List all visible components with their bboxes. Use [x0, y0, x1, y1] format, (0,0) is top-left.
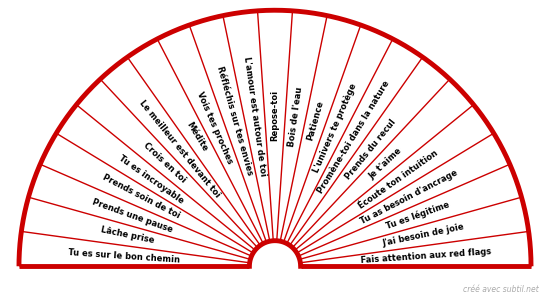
Text: Tu es sur le bon chemin: Tu es sur le bon chemin	[68, 248, 180, 264]
Text: Tu es légitime: Tu es légitime	[384, 200, 450, 231]
Text: créé avec subtil.net: créé avec subtil.net	[463, 285, 538, 294]
Text: L'univers te protège: L'univers te protège	[312, 82, 359, 174]
Text: Repose-toi: Repose-toi	[271, 90, 279, 141]
Text: Vois tes proches: Vois tes proches	[195, 90, 234, 165]
Text: Écoute ton intuition: Écoute ton intuition	[357, 148, 440, 210]
Text: Tu es incroyable: Tu es incroyable	[118, 153, 186, 205]
Text: Bois de l'eau: Bois de l'eau	[287, 86, 304, 147]
Text: Promène-toi dans la nature: Promène-toi dans la nature	[316, 79, 391, 195]
Text: Lâche prise: Lâche prise	[100, 226, 155, 246]
Text: Réfléchis sur tes envies: Réfléchis sur tes envies	[214, 65, 254, 176]
Text: Tu as besoin d'ancrage: Tu as besoin d'ancrage	[359, 168, 459, 226]
Text: L'amour est autour de toi: L'amour est autour de toi	[242, 56, 267, 177]
Text: Fais attention aux red flags: Fais attention aux red flags	[360, 247, 491, 265]
Text: Prends du recul: Prends du recul	[343, 117, 398, 181]
Text: Prends une pause: Prends une pause	[91, 197, 174, 234]
Text: Prends soin de toi: Prends soin de toi	[101, 173, 181, 221]
Text: J'ai besoin de joie: J'ai besoin de joie	[381, 223, 465, 248]
Text: Patience: Patience	[306, 100, 326, 142]
Text: Le meilleur est devant toi: Le meilleur est devant toi	[138, 99, 222, 200]
Text: Crois en toi: Crois en toi	[142, 141, 188, 185]
Text: Médite: Médite	[184, 121, 209, 154]
Text: Je t'aime: Je t'aime	[367, 146, 404, 181]
